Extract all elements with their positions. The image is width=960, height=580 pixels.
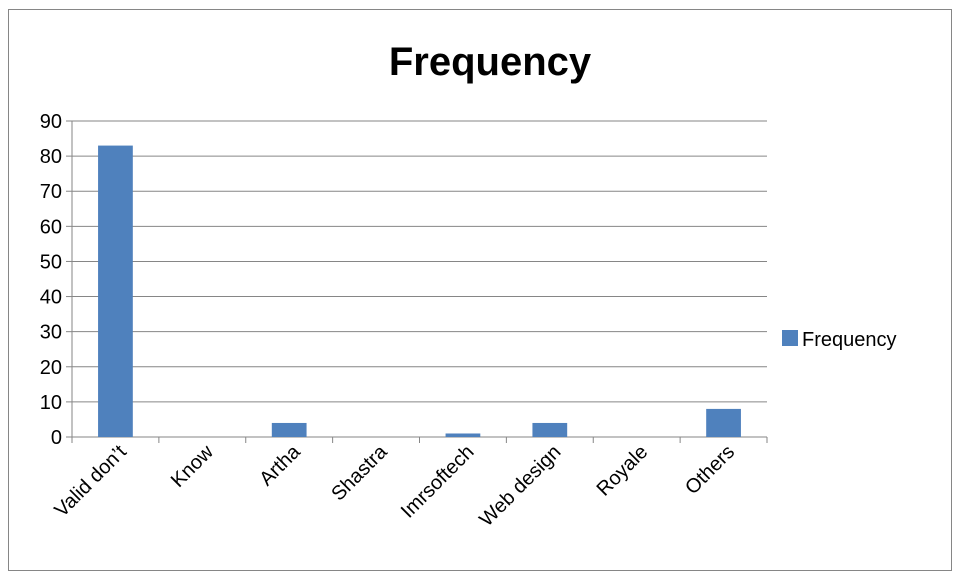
chart-title: Frequency (389, 40, 592, 84)
y-tick-label: 80 (40, 146, 62, 168)
y-tick-label: 30 (40, 322, 62, 344)
bar (532, 422, 568, 437)
legend-label: Frequency (802, 329, 897, 351)
x-tick-label: Royale (593, 441, 653, 501)
legend: Frequency (782, 329, 897, 351)
y-tick-label: 70 (40, 181, 62, 203)
x-tick-label: Shastra (327, 440, 392, 505)
y-tick-labels: 0 10 20 30 40 50 60 70 80 90 (40, 111, 62, 449)
bars (98, 145, 741, 438)
legend-swatch (782, 330, 798, 346)
x-tick-label: Artha (255, 440, 305, 490)
x-tick-label: Web design (475, 441, 565, 531)
bar (98, 145, 133, 438)
bar (445, 433, 481, 437)
x-tick-label: Valid don’t (50, 441, 131, 522)
x-tick-label: Others (681, 441, 739, 499)
x-tick-label: Imrsoftech (397, 441, 479, 523)
y-tick-label: 90 (40, 111, 62, 133)
y-tick-label: 50 (40, 251, 62, 273)
y-tick-label: 0 (51, 427, 62, 449)
x-tick-label: Know (167, 441, 218, 492)
bar (706, 408, 741, 437)
gridlines (72, 120, 767, 403)
y-tick-label: 40 (40, 287, 62, 309)
y-tick-label: 10 (40, 392, 62, 414)
y-tick-label: 20 (40, 357, 62, 379)
chart-frame (8, 9, 952, 571)
x-tick-labels: Valid don’t Know Artha Shastra ImrsoftechWeb… (50, 440, 739, 531)
bar (271, 422, 307, 437)
axes (66, 120, 768, 443)
y-tick-label: 60 (40, 216, 62, 238)
